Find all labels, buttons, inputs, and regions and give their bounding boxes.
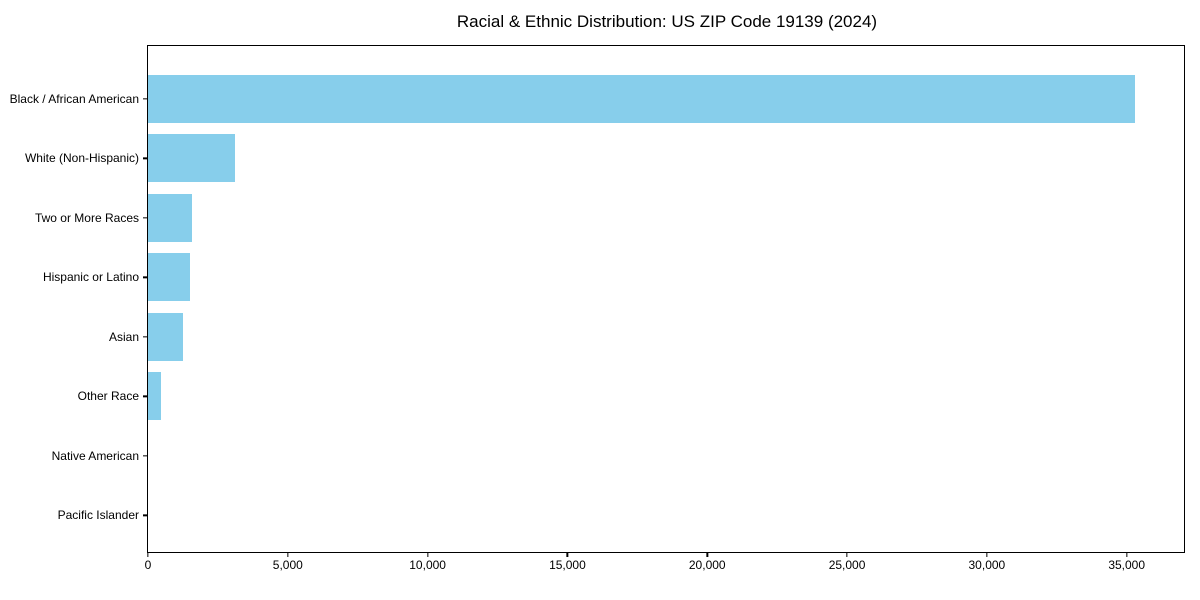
y-tick xyxy=(143,276,147,278)
category-label: Pacific Islander xyxy=(57,508,139,523)
category-label: Two or More Races xyxy=(34,210,139,225)
x-tick xyxy=(846,553,848,557)
x-tick xyxy=(426,553,429,557)
category-label: Hispanic or Latino xyxy=(42,270,139,285)
plot-area: Black / African American White (Non-Hispa… xyxy=(10,45,1185,571)
y-tick xyxy=(143,455,147,457)
bar-row: White (Non-Hispanic) xyxy=(25,129,1184,189)
x-tick xyxy=(1126,553,1128,557)
bar-row: Asian xyxy=(109,307,1184,367)
category-label: Other Race xyxy=(77,389,139,404)
x-tick-label: 0 xyxy=(144,558,152,572)
y-tick xyxy=(143,514,147,516)
bar-row: Other Race xyxy=(78,367,1184,427)
x-tick-label: 10,000 xyxy=(409,558,446,572)
category-label: Native American xyxy=(51,448,139,463)
x-tick-label: 5,000 xyxy=(272,558,303,572)
category-label: Asian xyxy=(108,329,139,344)
y-tick xyxy=(143,98,147,100)
x-tick xyxy=(287,553,289,557)
category-label: White (Non-Hispanic) xyxy=(24,151,139,166)
x-tick xyxy=(566,553,569,557)
bar xyxy=(148,312,183,361)
y-tick xyxy=(143,336,147,338)
chart-title: Racial & Ethnic Distribution: US ZIP Cod… xyxy=(456,12,878,31)
x-tick-label: 25,000 xyxy=(828,558,866,572)
x-tick-label: 15,000 xyxy=(549,558,586,572)
x-tick-label: 30,000 xyxy=(968,558,1006,572)
bar xyxy=(148,74,1136,123)
bar-row: Pacific Islander xyxy=(58,486,1184,546)
x-tick xyxy=(986,553,988,557)
bar xyxy=(148,193,192,242)
x-tick-label: 35,000 xyxy=(1108,558,1146,572)
x-tick-label: 20,000 xyxy=(688,558,726,572)
category-label: Black / African American xyxy=(9,91,139,106)
bar-rows: Black / African American White (Non-Hispa… xyxy=(10,69,1184,546)
x-tick xyxy=(706,553,708,557)
bar xyxy=(148,372,161,421)
bar-row: Hispanic or Latino xyxy=(43,248,1184,308)
y-tick xyxy=(143,395,147,397)
y-tick xyxy=(143,157,147,159)
bar-row: Two or More Races xyxy=(35,188,1184,248)
bar-row: Native American xyxy=(52,426,1184,486)
y-tick xyxy=(143,217,147,219)
bar xyxy=(148,134,235,183)
bar xyxy=(148,253,190,302)
bar-row: Black / African American xyxy=(10,69,1184,129)
x-tick xyxy=(147,553,149,557)
